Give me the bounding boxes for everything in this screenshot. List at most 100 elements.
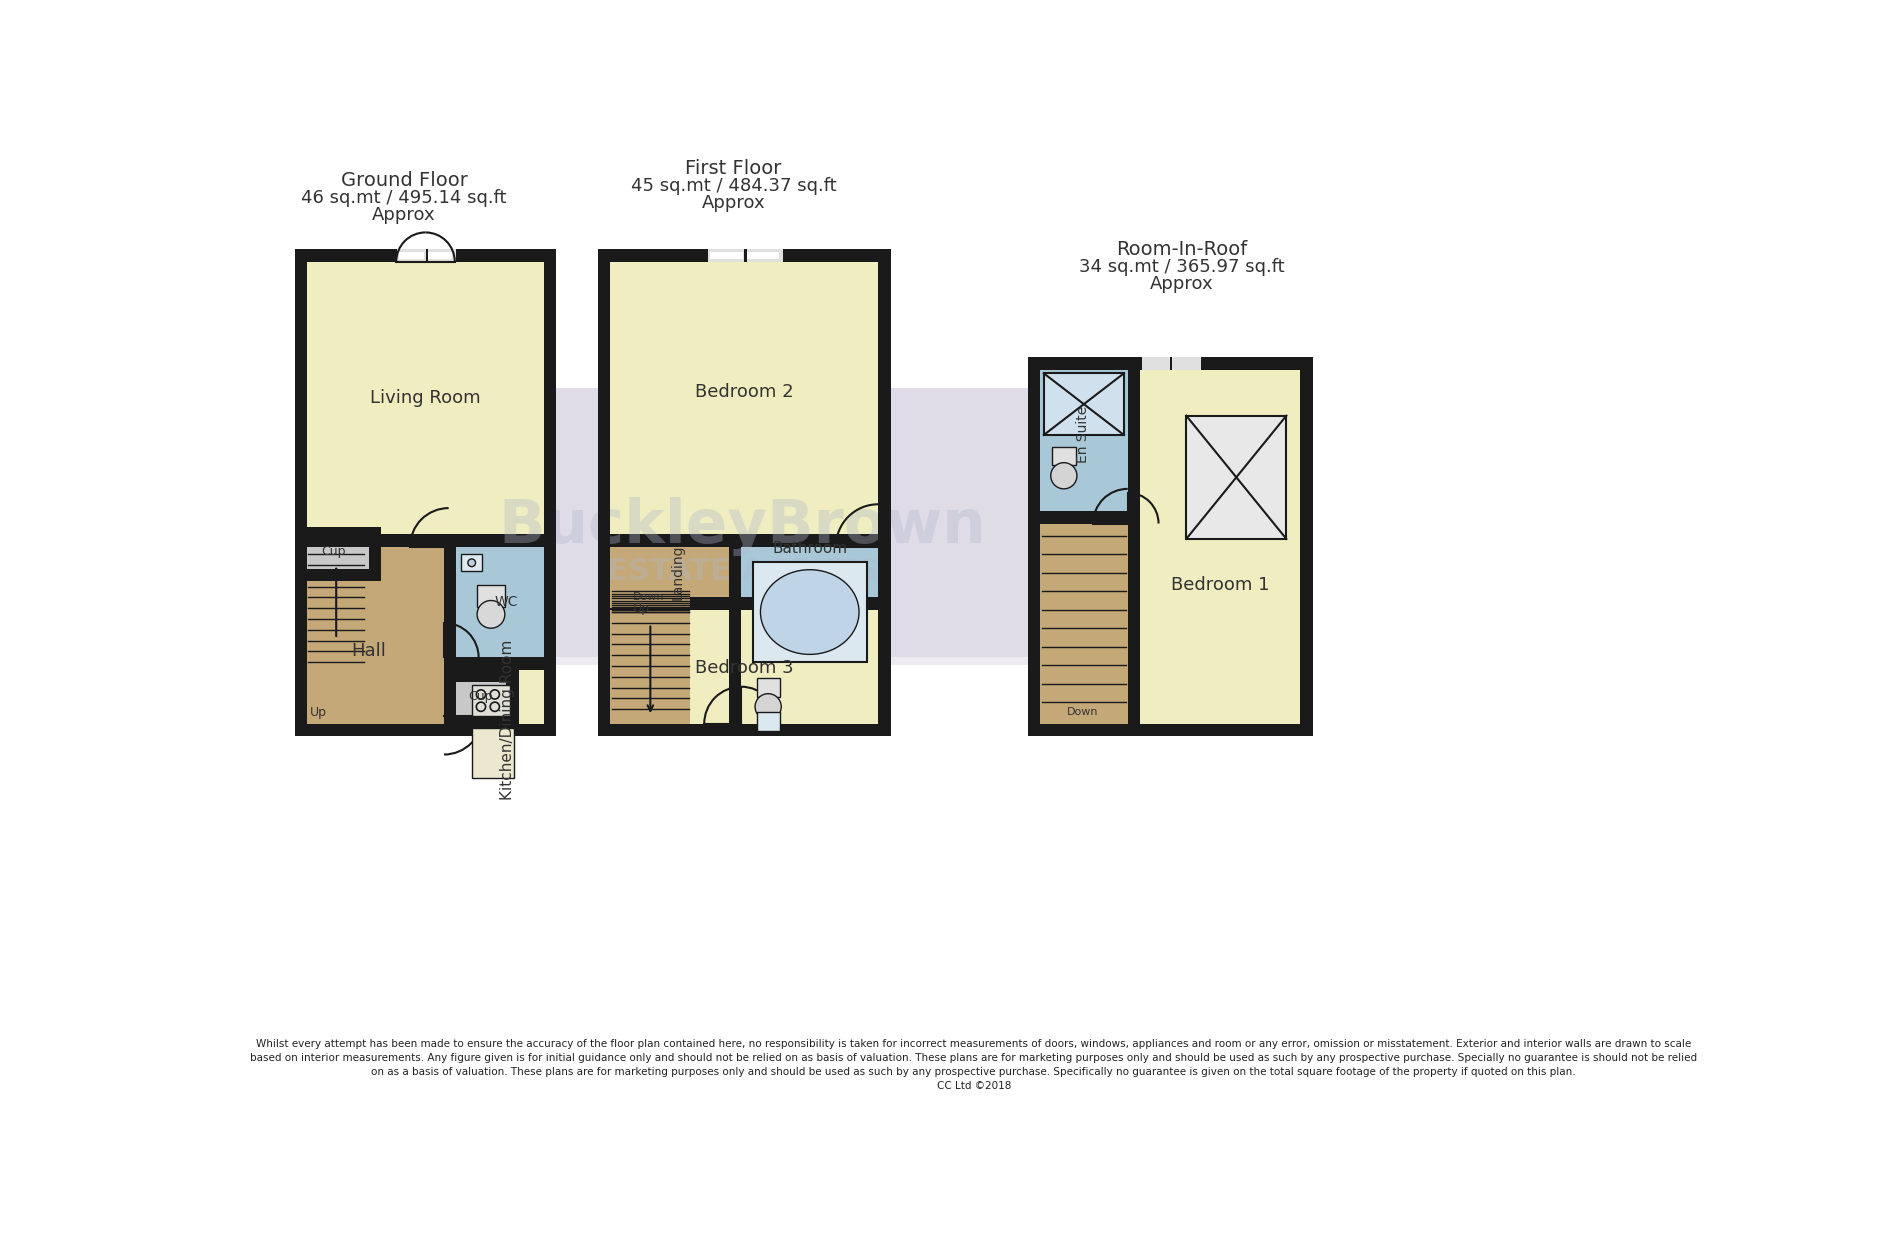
Text: Room-In-Roof: Room-In-Roof [1115, 240, 1246, 259]
Text: Living Room: Living Room [370, 389, 481, 407]
Bar [308, 526, 369, 539]
Text: 46 sq.mt / 495.14 sq.ft: 46 sq.mt / 495.14 sq.ft [302, 189, 507, 207]
Bar [543, 249, 557, 736]
Bar [294, 249, 557, 261]
Bar [462, 555, 483, 571]
Bar [294, 724, 557, 736]
Bar [705, 249, 783, 261]
Bar [308, 534, 557, 546]
Text: Up: Up [310, 705, 327, 719]
Bar [384, 388, 1132, 666]
Bar [456, 669, 543, 724]
Bar [1129, 357, 1140, 736]
Bar [456, 546, 543, 658]
Bar [456, 669, 507, 682]
Bar [741, 546, 878, 597]
Ellipse shape [760, 570, 859, 654]
Circle shape [1051, 463, 1077, 489]
Bar [598, 249, 610, 736]
Bar [445, 658, 456, 724]
Text: Landing: Landing [671, 545, 684, 600]
Bar [456, 249, 458, 261]
Bar [399, 251, 424, 260]
Bar [610, 534, 878, 546]
Text: 34 sq.mt / 365.97 sq.ft: 34 sq.mt / 365.97 sq.ft [1079, 258, 1284, 276]
Bar [878, 249, 891, 736]
Bar [598, 724, 891, 736]
Bar [1051, 447, 1075, 465]
Text: Cup: Cup [469, 690, 494, 703]
Text: BuckleyBrown: BuckleyBrown [500, 498, 986, 556]
Bar [1170, 357, 1172, 369]
Text: Down: Down [1068, 707, 1098, 717]
Bar [747, 251, 779, 260]
Bar [610, 261, 878, 534]
Text: Up: Up [633, 602, 650, 616]
Bar [471, 728, 515, 778]
Text: First Floor: First Floor [686, 159, 781, 178]
Bar [1039, 524, 1129, 724]
Bar [756, 712, 779, 730]
Bar [308, 261, 543, 534]
Bar [428, 251, 452, 260]
Bar [752, 562, 866, 662]
Bar [610, 546, 730, 724]
Bar [445, 534, 456, 669]
Bar [1028, 357, 1313, 736]
Bar [1043, 373, 1125, 435]
Bar [610, 597, 878, 610]
Circle shape [477, 601, 505, 628]
Bar [1201, 357, 1203, 369]
Bar [456, 669, 507, 717]
Bar [308, 546, 365, 647]
Bar [598, 249, 891, 261]
Bar [756, 678, 779, 697]
Text: Bedroom 3: Bedroom 3 [695, 659, 794, 677]
Bar [1140, 357, 1142, 369]
Bar [456, 717, 507, 728]
Bar [477, 585, 505, 607]
Text: 45 sq.mt / 484.37 sq.ft: 45 sq.mt / 484.37 sq.ft [631, 177, 836, 195]
Bar [1028, 357, 1039, 736]
Bar [1300, 357, 1313, 736]
Text: Approx: Approx [1150, 275, 1214, 294]
Bar [471, 685, 511, 717]
Bar [745, 249, 747, 261]
Text: Bathroom: Bathroom [771, 541, 847, 556]
Bar [610, 597, 690, 608]
Bar [369, 526, 380, 569]
Bar [308, 526, 369, 569]
Text: Approx: Approx [701, 194, 766, 213]
Bar [730, 534, 741, 736]
Circle shape [467, 559, 475, 566]
Bar [1186, 415, 1286, 539]
Bar [610, 608, 690, 724]
Bar [610, 546, 730, 597]
Circle shape [754, 694, 781, 720]
Bar [445, 658, 543, 669]
Bar [395, 249, 397, 261]
Text: ESTATE AGENTS: ESTATE AGENTS [606, 557, 878, 586]
Bar [1140, 357, 1201, 369]
Text: Down: Down [633, 592, 665, 602]
Bar [1028, 357, 1313, 369]
Text: Hall: Hall [352, 642, 386, 659]
Bar [308, 569, 380, 581]
Bar [426, 249, 428, 261]
Text: Cup: Cup [321, 545, 346, 557]
Bar [705, 249, 709, 261]
Text: En Suite: En Suite [1075, 406, 1091, 463]
Bar [294, 249, 557, 736]
Bar [610, 610, 878, 724]
Bar [294, 249, 308, 736]
Bar [1028, 724, 1313, 736]
Bar [507, 669, 519, 728]
Bar [1140, 369, 1300, 724]
Bar [395, 249, 456, 261]
Text: WC: WC [494, 595, 519, 610]
Text: Ground Floor: Ground Floor [340, 170, 467, 189]
Bar [598, 249, 891, 736]
Bar [1039, 511, 1129, 524]
Bar [384, 388, 1125, 658]
Bar [741, 546, 878, 724]
